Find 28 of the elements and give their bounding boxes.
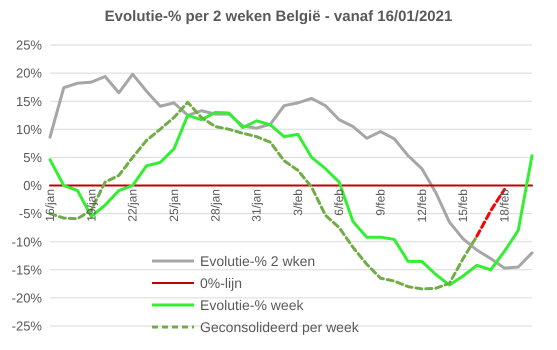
legend-label: 0%-lijn <box>200 275 242 291</box>
y-tick-label: -15% <box>12 262 42 278</box>
x-tick-label: 12/feb <box>414 188 429 222</box>
x-tick-label: 19/jan <box>84 189 98 222</box>
legend-label: Geconsolideerd per week <box>200 319 359 335</box>
x-tick-label: 16/jan <box>43 189 57 222</box>
x-tick-label: 31/jan <box>250 189 264 222</box>
x-tick-label: 25/jan <box>166 189 181 222</box>
y-tick-label: 0% <box>23 178 42 194</box>
legend-label: Evolutie-% 2 wken <box>200 253 316 269</box>
y-tick-label: 15% <box>16 94 42 109</box>
y-tick-label: -10% <box>12 234 42 250</box>
x-tick-label: 6/feb <box>332 188 346 216</box>
x-tick-label: 28/jan <box>208 189 222 222</box>
y-tick-label: 5% <box>23 150 42 166</box>
y-tick-label: -20% <box>12 290 42 306</box>
x-tick-label: 18/feb <box>497 188 512 222</box>
y-tick-label: 10% <box>16 122 42 137</box>
y-tick-label: 25% <box>16 38 42 53</box>
chart-title: Evolutie-% per 2 weken België - vanaf 16/01/2021 <box>104 8 454 25</box>
x-tick-label: 9/feb <box>374 188 388 216</box>
x-tick-label: 3/feb <box>290 188 305 216</box>
legend-label: Evolutie-% week <box>200 297 304 313</box>
y-tick-label: 20% <box>16 66 42 81</box>
y-tick-label: -5% <box>18 206 42 222</box>
x-tick-label: 22/jan <box>126 189 140 222</box>
x-tick-label: 15/feb <box>456 188 470 222</box>
y-tick-label: -25% <box>12 318 42 334</box>
